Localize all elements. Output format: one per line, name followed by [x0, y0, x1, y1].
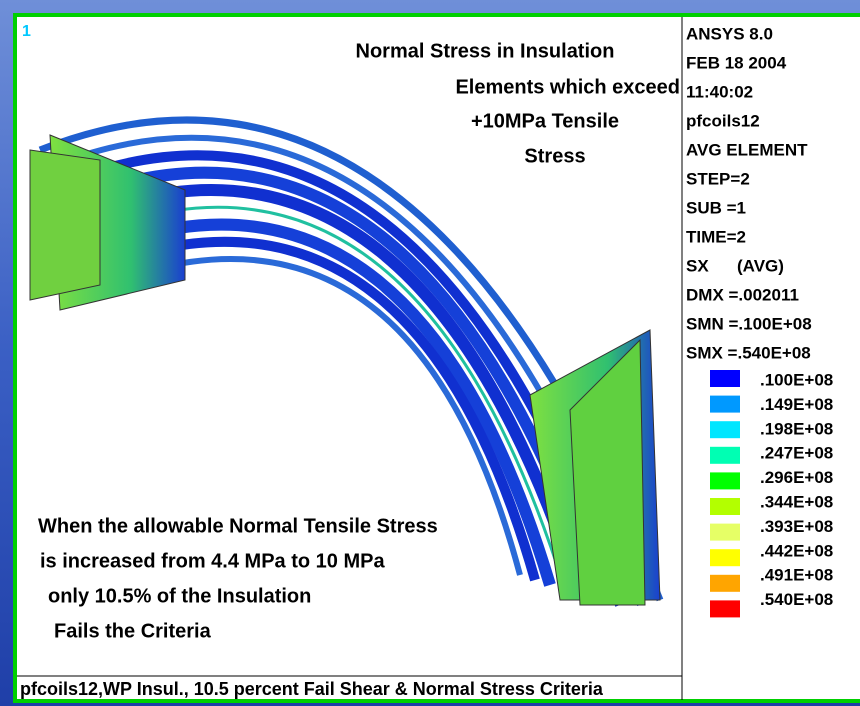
- coil-end: [30, 150, 100, 300]
- legend-swatch: [710, 498, 740, 515]
- annotation-line: only 10.5% of the Insulation: [48, 585, 311, 607]
- info-line: SX (AVG): [686, 256, 784, 275]
- annotation-line: is increased from 4.4 MPa to 10 MPa: [40, 550, 385, 572]
- legend-label: .491E+08: [760, 566, 833, 585]
- legend-label: .100E+08: [760, 370, 833, 389]
- legend-swatch: [710, 447, 740, 464]
- info-line: STEP=2: [686, 169, 750, 188]
- info-line: DMX =.002011: [686, 285, 799, 304]
- legend-label: .198E+08: [760, 419, 833, 438]
- info-line: AVG ELEMENT: [686, 140, 808, 159]
- plot-title-line: +10MPa Tensile: [471, 110, 619, 132]
- page: 1 Normal Stress in Insulation Elements whi…: [0, 0, 860, 706]
- legend-label: .344E+08: [760, 492, 833, 511]
- legend-swatch: [710, 472, 740, 489]
- legend-label: .149E+08: [760, 395, 833, 414]
- info-line: SMX =.540E+08: [686, 343, 811, 362]
- info-line: FEB 18 2004: [686, 53, 787, 72]
- legend-swatch: [710, 524, 740, 541]
- annotation-line: Fails the Criteria: [54, 620, 212, 642]
- legend-swatch: [710, 600, 740, 617]
- window-number: 1: [22, 23, 31, 40]
- info-line: ANSYS 8.0: [686, 24, 773, 43]
- info-line: 11:40:02: [686, 82, 753, 101]
- legend-swatch: [710, 396, 740, 413]
- legend-swatch: [710, 549, 740, 566]
- plot-title-line: Stress: [524, 145, 585, 167]
- plot-title-line: Elements which exceed: [455, 76, 680, 98]
- legend-label: .296E+08: [760, 468, 833, 487]
- legend-label: .247E+08: [760, 444, 833, 463]
- plot-title-line: Normal Stress in Insulation: [356, 40, 615, 62]
- legend-label: .540E+08: [760, 590, 833, 609]
- info-line: SMN =.100E+08: [686, 314, 812, 333]
- info-line: pfcoils12: [686, 111, 760, 130]
- screen: 1 Normal Stress in Insulation Elements whi…: [0, 0, 860, 706]
- annotation-line: When the allowable Normal Tensile Stress: [38, 515, 438, 537]
- info-line: TIME=2: [686, 227, 746, 246]
- info-line: SUB =1: [686, 198, 746, 217]
- legend-swatch: [710, 421, 740, 438]
- legend-label: .442E+08: [760, 541, 833, 560]
- legend-swatch: [710, 575, 740, 592]
- footer-text: pfcoils12,WP Insul., 10.5 percent Fail S…: [20, 679, 604, 699]
- legend-swatch: [710, 370, 740, 387]
- legend-label: .393E+08: [760, 517, 833, 536]
